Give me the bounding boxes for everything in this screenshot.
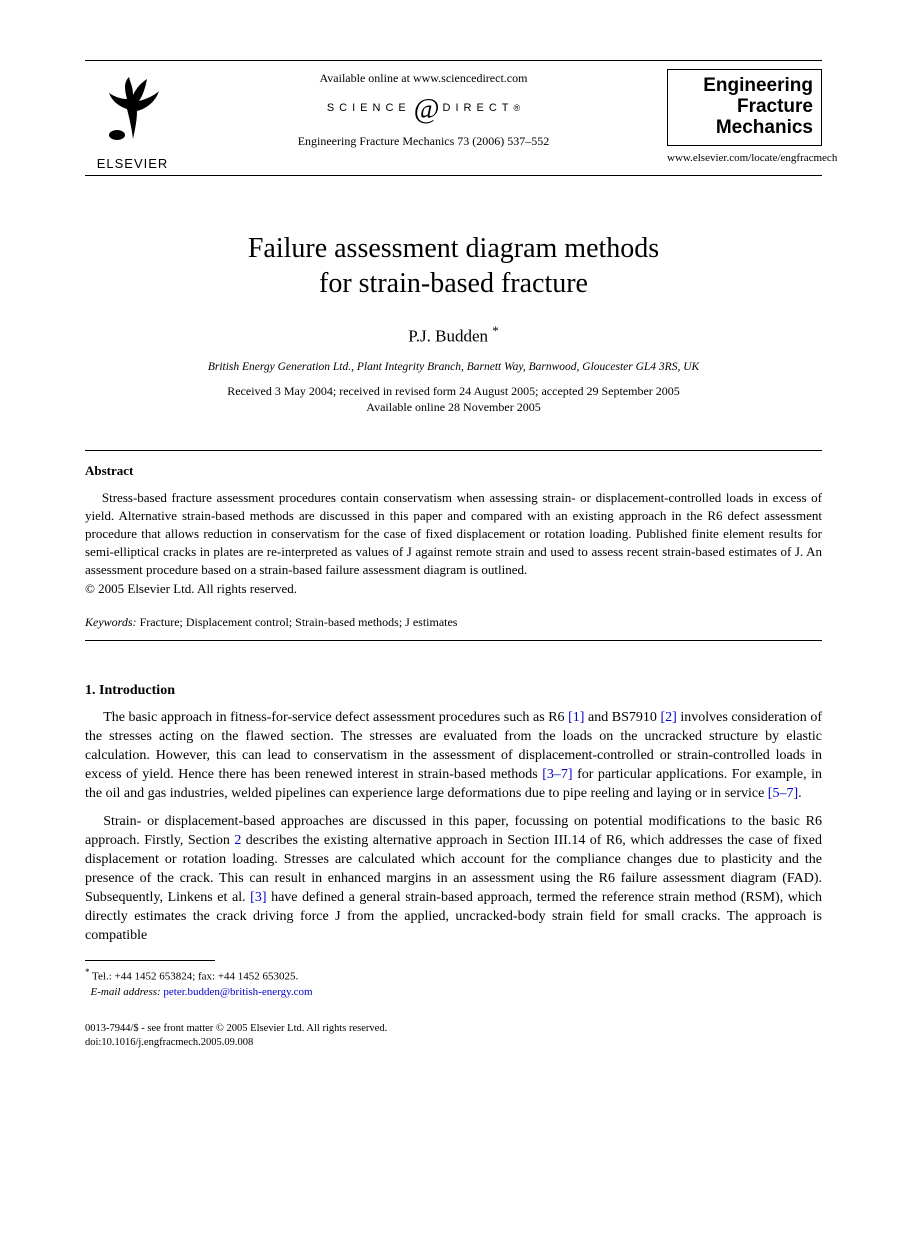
sd-swirl-icon: @ <box>414 94 440 126</box>
header-row: ELSEVIER Available online at www.science… <box>85 60 822 171</box>
keywords-text: Fracture; Displacement control; Strain-b… <box>137 615 458 629</box>
journal-box-line3: Mechanics <box>676 118 813 139</box>
journal-url: www.elsevier.com/locate/engfracmech <box>667 152 822 164</box>
intro-paragraph-1: The basic approach in fitness-for-servic… <box>85 709 822 803</box>
right-header: Engineering Fracture Mechanics www.elsev… <box>667 69 822 164</box>
cite-3-7[interactable]: [3–7] <box>542 767 572 782</box>
footnote-tel: Tel.: +44 1452 653824; fax: +44 1452 653… <box>90 970 299 982</box>
sd-word-direct: DIRECT <box>443 102 514 114</box>
cite-2[interactable]: [2] <box>660 710 676 725</box>
header-rule <box>85 175 822 176</box>
author-line: P.J. Budden * <box>85 323 822 347</box>
sd-registered-mark: ® <box>514 103 521 113</box>
abstract-text: Stress-based fracture assessment procedu… <box>85 490 822 577</box>
journal-reference: Engineering Fracture Mechanics 73 (2006)… <box>190 134 657 149</box>
center-header: Available online at www.sciencedirect.co… <box>180 69 667 149</box>
cite-5-7[interactable]: [5–7] <box>768 786 798 801</box>
doi-line: doi:10.1016/j.engfracmech.2005.09.008 <box>85 1037 253 1048</box>
received-line: Received 3 May 2004; received in revised… <box>227 384 680 398</box>
author-name: P.J. Budden <box>408 327 488 346</box>
footnote-email[interactable]: peter.budden@british-energy.com <box>163 986 312 998</box>
page: ELSEVIER Available online at www.science… <box>0 0 907 1100</box>
elsevier-tree-icon <box>93 69 173 149</box>
abstract-bottom-rule <box>85 640 822 641</box>
footnote-block: * Tel.: +44 1452 653824; fax: +44 1452 6… <box>85 966 822 1000</box>
abstract-top-rule <box>85 450 822 451</box>
article-title: Failure assessment diagram methods for s… <box>85 231 822 301</box>
corresponding-mark: * <box>492 323 499 338</box>
section-1-heading: 1. Introduction <box>85 683 822 699</box>
p1-a: The basic approach in fitness-for-servic… <box>103 710 568 725</box>
front-matter: 0013-7944/$ - see front matter © 2005 El… <box>85 1022 822 1050</box>
abstract-heading: Abstract <box>85 463 822 479</box>
journal-box-line2: Fracture <box>676 97 813 118</box>
footnote-rule <box>85 960 215 961</box>
sciencedirect-logo: SCIENCE @ DIRECT ® <box>190 92 657 124</box>
publisher-name: ELSEVIER <box>85 156 180 171</box>
p1-b: and BS7910 <box>584 710 660 725</box>
keywords-label: Keywords: <box>85 615 137 629</box>
publisher-block: ELSEVIER <box>85 69 180 171</box>
cite-1[interactable]: [1] <box>568 710 584 725</box>
available-online-line: Available online at www.sciencedirect.co… <box>190 71 657 86</box>
copyright-line: © 2005 Elsevier Ltd. All rights reserved… <box>85 581 822 597</box>
abstract-body: Stress-based fracture assessment procedu… <box>85 489 822 579</box>
journal-title-box: Engineering Fracture Mechanics <box>667 69 822 146</box>
title-line2: for strain-based fracture <box>319 268 588 299</box>
p1-e: . <box>798 786 802 801</box>
affiliation: British Energy Generation Ltd., Plant In… <box>85 361 822 373</box>
footnote-email-label: E-mail address: <box>91 986 161 998</box>
front-line1: 0013-7944/$ - see front matter © 2005 El… <box>85 1023 387 1034</box>
cite-3[interactable]: [3] <box>250 890 266 905</box>
keywords-line: Keywords: Fracture; Displacement control… <box>85 615 822 630</box>
title-line1: Failure assessment diagram methods <box>248 233 659 264</box>
intro-paragraph-2: Strain- or displacement-based approaches… <box>85 813 822 945</box>
journal-box-line1: Engineering <box>676 76 813 97</box>
history-dates: Received 3 May 2004; received in revised… <box>85 383 822 417</box>
sd-word-science: SCIENCE <box>327 102 411 114</box>
online-line: Available online 28 November 2005 <box>366 400 540 414</box>
